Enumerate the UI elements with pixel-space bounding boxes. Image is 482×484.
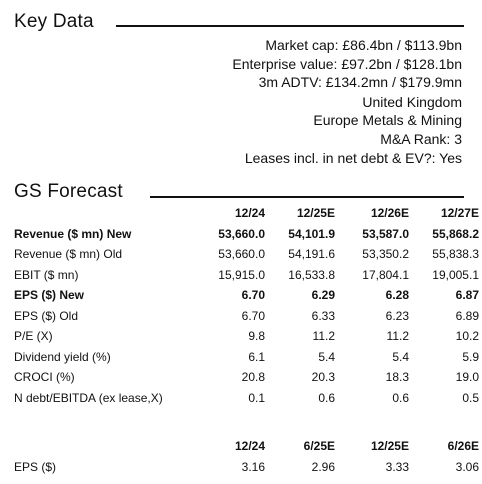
cell-value: 3.06 [455, 459, 479, 474]
key-data-title: Key Data [14, 11, 94, 32]
ma-rank-line: M&A Rank: 3 [380, 131, 462, 147]
header-spacer [14, 203, 185, 224]
cell-value: 5.4 [392, 349, 409, 364]
cell-value: 55,868.2 [432, 226, 479, 241]
table-row: EPS ($) New 6.70 6.29 6.28 6.87 [14, 285, 479, 306]
cell-value: 54,101.9 [288, 226, 335, 241]
column-header: 12/26E [370, 206, 409, 221]
column-header: 12/27E [440, 206, 479, 221]
market-cap-line: Market cap: £86.4bn / $113.9bn [265, 37, 462, 53]
row-label: EBIT ($ mn) [14, 267, 79, 282]
leases-line: Leases incl. in net debt & EV?: Yes [244, 150, 462, 166]
cell-value: 5.4 [318, 349, 335, 364]
header-spacer [14, 436, 185, 457]
row-label: EPS ($) New [14, 288, 85, 303]
table-row: Revenue ($ mn) New 53,660.0 54,101.9 53,… [14, 224, 479, 245]
cell-value: 9.8 [248, 329, 265, 344]
key-data-rule [116, 25, 464, 27]
cell-value: 55,838.3 [432, 247, 479, 262]
column-header: 6/25E [303, 439, 335, 454]
table-row: EPS ($) 3.16 2.96 3.33 3.06 [14, 457, 479, 478]
cell-value: 11.2 [312, 329, 335, 344]
cell-value: 18.3 [385, 370, 409, 385]
semiannual-table: 12/24 6/25E 12/25E 6/26E EPS ($) 3.16 2.… [14, 436, 479, 477]
cell-value: 6.1 [248, 349, 265, 364]
column-header: 12/24 [234, 206, 265, 221]
table-row: Dividend yield (%) 6.1 5.4 5.4 5.9 [14, 347, 479, 368]
cell-value: 6.70 [241, 288, 265, 303]
cell-value: 3.33 [385, 459, 409, 474]
cell-value: 20.3 [311, 370, 335, 385]
cell-value: 10.2 [455, 329, 479, 344]
row-label: EPS ($) [14, 459, 57, 474]
forecast-rule [150, 196, 464, 198]
cell-value: 6.33 [311, 308, 335, 323]
cell-value: 19.0 [455, 370, 479, 385]
cell-value: 19,005.1 [432, 267, 479, 282]
row-label: EPS ($) Old [14, 308, 79, 323]
table-row: N debt/EBITDA (ex lease,X) 0.1 0.6 0.6 0… [14, 388, 479, 409]
row-label: CROCI (%) [14, 370, 75, 385]
semiannual-header-row: 12/24 6/25E 12/25E 6/26E [14, 436, 479, 457]
adtv-line: 3m ADTV: £134.2mn / $179.9mn [258, 74, 462, 90]
column-header: 12/25E [296, 206, 335, 221]
cell-value: 53,350.2 [362, 247, 409, 262]
row-label: N debt/EBITDA (ex lease,X) [14, 390, 163, 405]
cell-value: 53,660.0 [218, 247, 265, 262]
country-line: United Kingdom [362, 94, 462, 110]
cell-value: 16,533.8 [288, 267, 335, 282]
cell-value: 0.1 [248, 390, 265, 405]
forecast-table: 12/24 12/25E 12/26E 12/27E Revenue ($ mn… [14, 203, 479, 408]
cell-value: 6.29 [311, 288, 335, 303]
cell-value: 0.6 [392, 390, 409, 405]
cell-value: 6.28 [385, 288, 409, 303]
cell-value: 54,191.6 [288, 247, 335, 262]
cell-value: 5.9 [462, 349, 479, 364]
row-label: Revenue ($ mn) New [14, 226, 132, 241]
cell-value: 6.89 [455, 308, 479, 323]
cell-value: 15,915.0 [218, 267, 265, 282]
cell-value: 0.6 [318, 390, 335, 405]
forecast-title: GS Forecast [14, 181, 123, 202]
column-header: 6/26E [447, 439, 479, 454]
cell-value: 17,804.1 [362, 267, 409, 282]
forecast-header-row: 12/24 12/25E 12/26E 12/27E [14, 203, 479, 224]
cell-value: 6.87 [455, 288, 479, 303]
column-header: 12/25E [370, 439, 409, 454]
cell-value: 53,660.0 [218, 226, 265, 241]
cell-value: 6.70 [241, 308, 265, 323]
cell-value: 20.8 [241, 370, 265, 385]
table-row: CROCI (%) 20.8 20.3 18.3 19.0 [14, 367, 479, 388]
row-label: Revenue ($ mn) Old [14, 247, 123, 262]
table-row: P/E (X) 9.8 11.2 11.2 10.2 [14, 326, 479, 347]
column-header: 12/24 [234, 439, 265, 454]
cell-value: 3.16 [241, 459, 265, 474]
cell-value: 11.2 [386, 329, 409, 344]
row-label: P/E (X) [14, 329, 53, 344]
table-row: EPS ($) Old 6.70 6.33 6.23 6.89 [14, 306, 479, 327]
table-row: EBIT ($ mn) 15,915.0 16,533.8 17,804.1 1… [14, 265, 479, 286]
row-label: Dividend yield (%) [14, 349, 111, 364]
cell-value: 6.23 [385, 308, 409, 323]
sector-line: Europe Metals & Mining [313, 112, 462, 128]
cell-value: 0.5 [462, 390, 479, 405]
cell-value: 2.96 [311, 459, 335, 474]
table-row: Revenue ($ mn) Old 53,660.0 54,191.6 53,… [14, 244, 479, 265]
enterprise-value-line: Enterprise value: £97.2bn / $128.1bn [232, 56, 462, 72]
cell-value: 53,587.0 [362, 226, 409, 241]
